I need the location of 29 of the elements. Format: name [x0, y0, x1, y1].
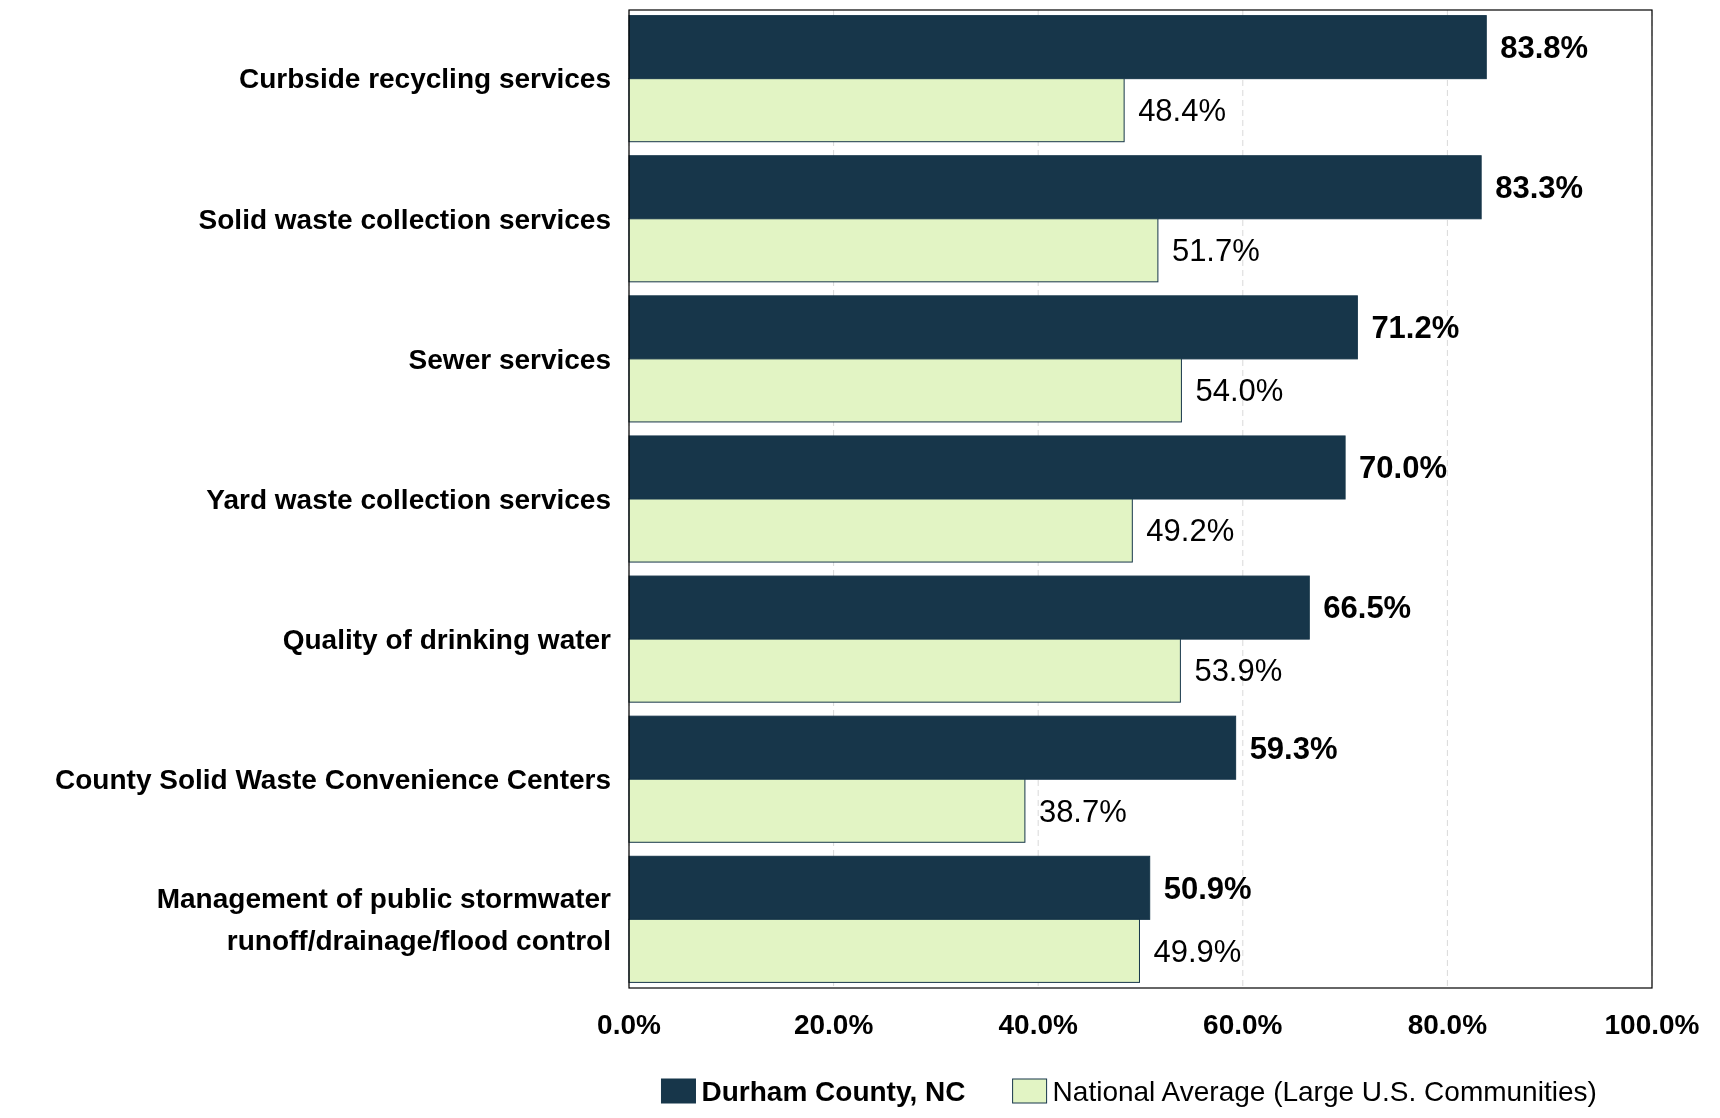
x-tick-label: 0.0%: [597, 1009, 662, 1040]
x-tick-label: 60.0%: [1203, 1009, 1283, 1040]
legend-label: National Average (Large U.S. Communities): [1052, 1075, 1597, 1107]
data-label: 54.0%: [1195, 373, 1284, 409]
data-label: 49.9%: [1153, 933, 1242, 969]
data-label: 49.2%: [1146, 513, 1235, 549]
y-tick-label: County Solid Waste Convenience Centers: [55, 764, 611, 796]
legend-label: Durham County, NC: [701, 1075, 966, 1107]
x-tick-label: 100.0%: [1604, 1009, 1700, 1040]
data-label: 70.0%: [1359, 450, 1448, 486]
data-label: 83.3%: [1495, 170, 1584, 206]
data-label: 83.8%: [1500, 29, 1589, 65]
data-label: 53.9%: [1194, 653, 1283, 689]
y-tick-label: Yard waste collection services: [206, 483, 611, 515]
y-tick-label: Sewer services: [408, 343, 611, 375]
x-tick-label: 20.0%: [793, 1009, 874, 1040]
data-label: 38.7%: [1038, 793, 1127, 829]
data-label: 48.4%: [1138, 93, 1227, 129]
y-tick-label: Curbside recycling services: [239, 63, 611, 95]
data-label: 51.7%: [1171, 233, 1260, 269]
data-label: 71.2%: [1371, 310, 1460, 346]
y-tick-label: Management of public stormwater runoff/drainage/flood control: [156, 883, 612, 957]
x-tick-label: 40.0%: [998, 1009, 1078, 1040]
x-tick-label: 80.0%: [1407, 1009, 1488, 1040]
data-label: 66.5%: [1323, 590, 1412, 626]
data-label: 59.3%: [1249, 730, 1338, 766]
data-label: 50.9%: [1163, 870, 1252, 906]
y-tick-label: Quality of drinking water: [282, 623, 612, 655]
y-tick-label: Solid waste collection services: [198, 203, 611, 235]
